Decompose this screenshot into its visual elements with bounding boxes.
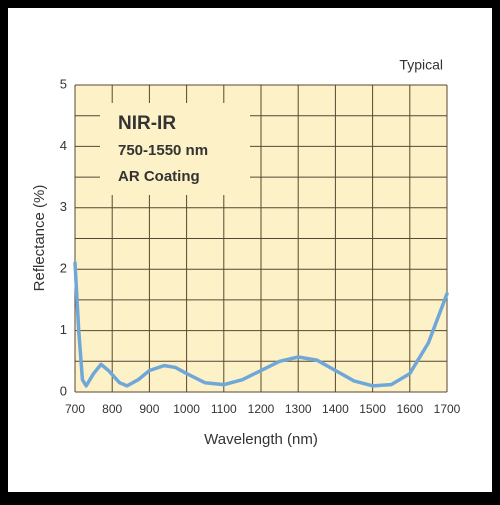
annotation: 750-1550 nm xyxy=(118,142,208,159)
x-tick-label: 1400 xyxy=(322,402,349,416)
x-tick-label: 1100 xyxy=(211,402,237,416)
x-axis-label: Wavelength (nm) xyxy=(204,431,318,448)
y-tick-label: 2 xyxy=(60,261,67,276)
y-tick-label: 1 xyxy=(60,322,67,337)
annotation: NIR-IR xyxy=(118,113,176,134)
x-tick-label: 1500 xyxy=(359,402,386,416)
y-axis-label: Reflectance (%) xyxy=(31,185,48,292)
x-tick-label: 700 xyxy=(65,402,85,416)
y-tick-label: 3 xyxy=(60,199,67,214)
x-tick-label: 1000 xyxy=(173,402,200,416)
x-tick-label: 1700 xyxy=(434,402,461,416)
annotation-box xyxy=(100,103,250,195)
y-tick-label: 4 xyxy=(60,138,67,153)
x-tick-label: 900 xyxy=(139,402,159,416)
x-tick-label: 1300 xyxy=(285,402,312,416)
corner-label: Typical xyxy=(399,57,443,73)
data-line xyxy=(73,261,449,388)
x-tick-label: 800 xyxy=(102,402,122,416)
y-tick-label: 0 xyxy=(60,383,67,398)
annotation: AR Coating xyxy=(118,168,200,185)
y-tick-label: 5 xyxy=(60,76,67,91)
x-tick-label: 1600 xyxy=(396,402,423,416)
x-tick-label: 1200 xyxy=(248,402,275,416)
